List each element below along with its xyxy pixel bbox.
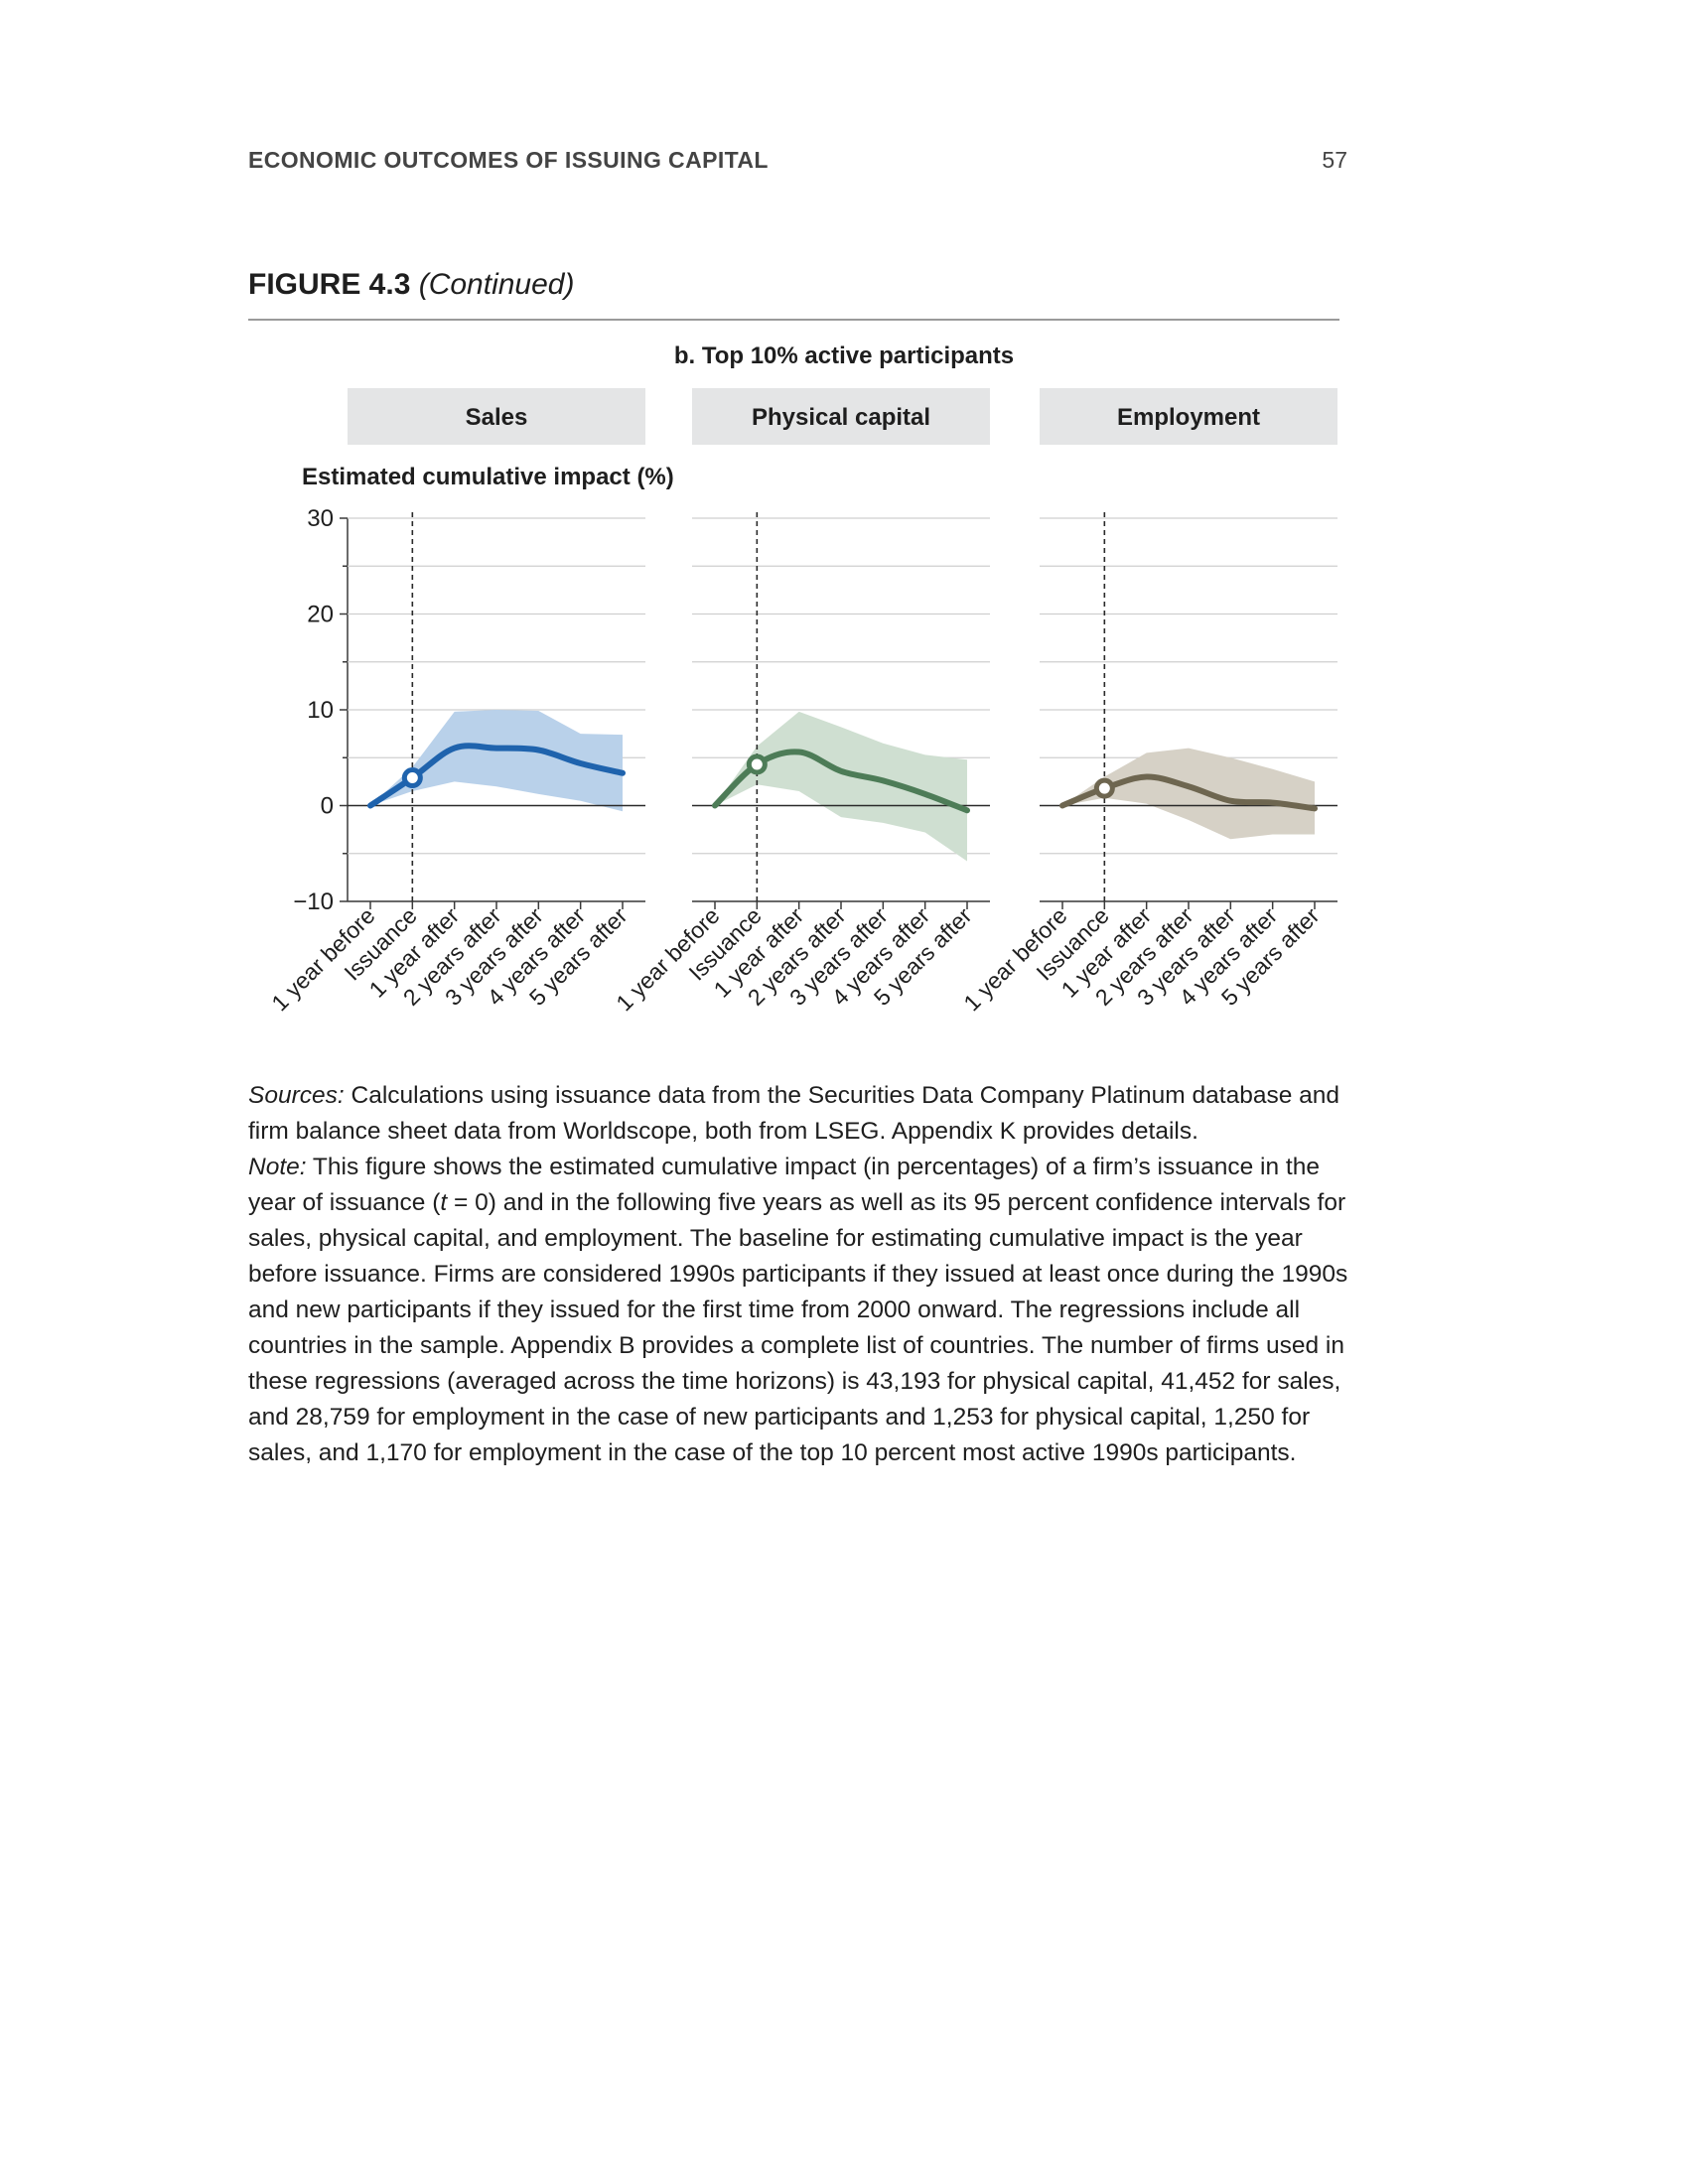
data-point	[1145, 775, 1149, 779]
figure-notes: Sources: Calculations using issuance dat…	[248, 1078, 1350, 1471]
sources-text: Calculations using issuance data from th…	[248, 1082, 1340, 1145]
y-tick-label: 30	[307, 505, 334, 532]
y-tick-label: −10	[293, 888, 334, 915]
panel-header-box	[692, 388, 990, 445]
figure-charts: Estimated cumulative impact (%) 30 20 10 0 −1…	[266, 388, 1337, 1016]
y-tick-label: 20	[307, 602, 334, 628]
figure-continued: (Continued)	[418, 268, 575, 301]
data-point	[536, 749, 540, 752]
note-paragraph: Note: This figure shows the estimated cu…	[248, 1150, 1350, 1471]
data-point	[368, 804, 372, 808]
data-point	[453, 747, 457, 751]
title-rule	[248, 319, 1339, 321]
issuance-marker	[746, 753, 768, 775]
y-axis-label: Estimated cumulative impact (%)	[302, 464, 674, 490]
data-point	[1271, 801, 1275, 805]
confidence-band	[370, 710, 623, 812]
figure-number: FIGURE 4.3	[248, 268, 411, 301]
note-text-1: This figure shows the estimated cumulati…	[248, 1154, 1320, 1216]
panel-header-box	[1040, 388, 1337, 445]
note-label: Note:	[248, 1154, 307, 1180]
y-tick-label: 0	[321, 793, 334, 820]
data-point	[965, 808, 969, 812]
panel-title: b. Top 10% active participants	[673, 342, 1015, 369]
data-point	[1313, 806, 1317, 810]
data-point	[713, 804, 717, 808]
data-point	[1187, 784, 1191, 788]
data-point	[839, 769, 843, 773]
panel-header-box	[348, 388, 645, 445]
data-point	[881, 778, 885, 782]
data-point	[923, 792, 927, 796]
y-tick-label: 10	[307, 697, 334, 724]
data-point	[1060, 804, 1064, 808]
panel-header-title: Employment	[1117, 404, 1260, 431]
confidence-band	[715, 711, 967, 862]
issuance-marker	[401, 767, 423, 789]
data-point	[797, 750, 801, 753]
data-point	[494, 747, 498, 751]
data-point	[1228, 799, 1232, 803]
figure-title: FIGURE 4.3 (Continued)	[248, 268, 574, 302]
panel-header-title: Sales	[466, 404, 528, 431]
sources-note: Sources: Calculations using issuance dat…	[248, 1078, 1350, 1150]
sources-label: Sources:	[248, 1082, 345, 1109]
data-point	[621, 771, 625, 775]
note-t: t	[440, 1189, 448, 1216]
page-number: 57	[1322, 147, 1347, 173]
data-point	[579, 761, 583, 765]
note-text-2: = 0) and in the following five years as …	[248, 1189, 1348, 1466]
running-head: ECONOMIC OUTCOMES OF ISSUING CAPITAL	[248, 147, 769, 173]
panel-header-title: Physical capital	[752, 404, 930, 431]
confidence-band	[1062, 748, 1315, 840]
issuance-marker	[1093, 777, 1115, 799]
